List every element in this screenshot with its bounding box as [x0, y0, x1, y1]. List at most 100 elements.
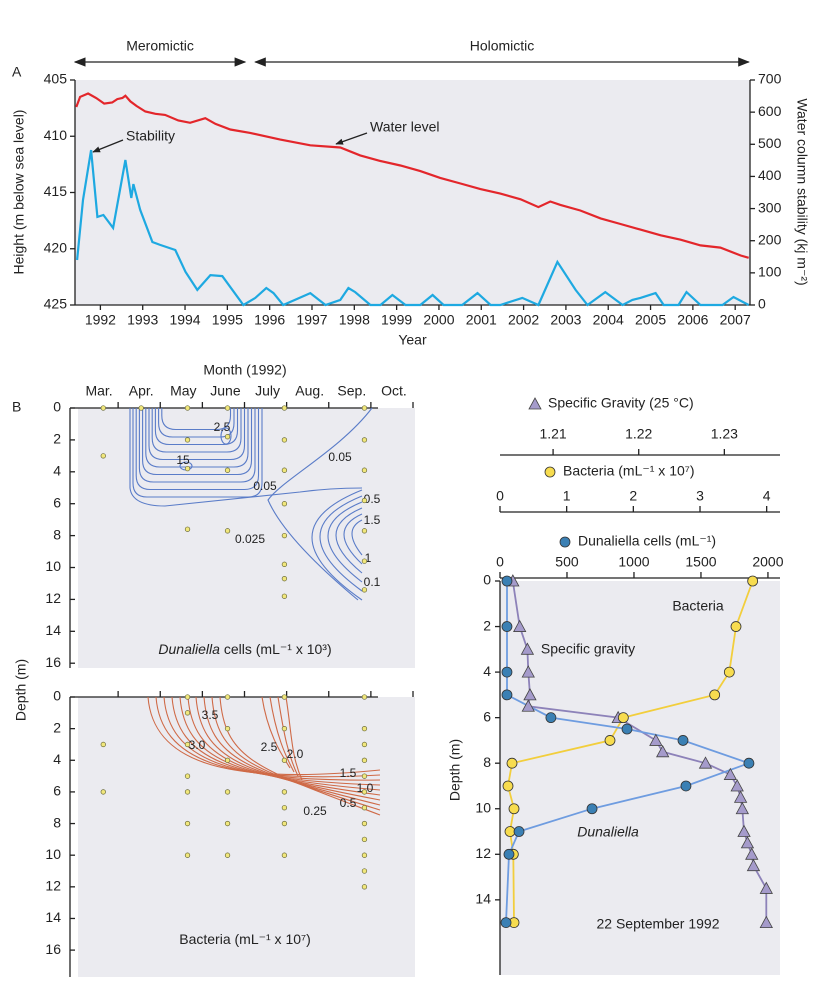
sample-point [361, 741, 368, 748]
contour-line [269, 696, 295, 773]
x-tick-label: Apr. [129, 383, 154, 399]
x-tick-label: 2007 [720, 312, 751, 328]
sample-point [281, 757, 288, 763]
contour-line [132, 408, 263, 498]
contour-line [220, 427, 232, 445]
data-point [698, 756, 713, 769]
data-point [745, 847, 759, 860]
legend-label: Dunaliella cells (mL⁻¹) [578, 533, 716, 549]
data-point [677, 735, 689, 746]
data-point [545, 712, 557, 724]
sample-point [281, 789, 288, 795]
data-point [508, 803, 520, 815]
y-tick-label: 0 [53, 399, 61, 415]
y2-tick-label: 500 [758, 135, 782, 151]
x-tick-label: 1997 [296, 312, 327, 328]
contour-line [343, 513, 363, 565]
contour-label: 0.05 [328, 450, 352, 464]
contour-label: 2.0 [287, 747, 304, 761]
data-point [743, 757, 755, 769]
sample-point [224, 405, 231, 411]
x-tick-label: 2002 [508, 312, 539, 328]
sample-point [224, 852, 231, 858]
data-point [501, 666, 513, 678]
sample-point [138, 405, 144, 411]
legend-marker [528, 397, 542, 410]
contour-line [211, 696, 381, 811]
sample-point [281, 405, 288, 411]
sample-point [100, 405, 106, 411]
data-point [501, 689, 513, 701]
contour-line [161, 408, 232, 431]
contour-line [151, 408, 242, 453]
sample-point [224, 528, 231, 534]
x-tick-label: 1.22 [625, 426, 652, 442]
contour-label: 0.5 [340, 796, 357, 810]
contour-line [319, 495, 363, 592]
sample-point [224, 725, 231, 732]
series-annotation: Water level [370, 119, 440, 135]
contour-line [219, 696, 381, 816]
contour-line [145, 408, 249, 468]
contour-line [158, 408, 235, 438]
x-tick-label: May [170, 383, 196, 399]
data-point [649, 733, 663, 746]
sample-point [184, 852, 191, 858]
title-part: Bacteria (mL⁻¹ x 10⁷) [179, 931, 311, 947]
contour-line [129, 408, 363, 507]
contour-line [154, 408, 239, 446]
x-tick-label: 2006 [677, 312, 708, 328]
contour-lines [129, 407, 373, 601]
x-tick-label: 1992 [85, 312, 116, 328]
y-tick-label: 4 [53, 751, 61, 767]
contour-line [267, 407, 373, 601]
contour-line [142, 408, 253, 476]
y-tick-label: 6 [53, 783, 61, 799]
y-tick-label: 8 [53, 526, 61, 542]
data-point [621, 723, 633, 735]
sample-point [184, 820, 191, 827]
data-point [604, 735, 616, 746]
x-tick-label: Sep. [337, 383, 366, 399]
y-tick-label: 4 [483, 663, 491, 679]
x-tick-label: 1998 [339, 312, 370, 328]
title-part: cells (mL⁻¹ x 10³) [224, 641, 332, 657]
data-point [513, 826, 525, 837]
data-point [730, 621, 742, 632]
data-point [723, 767, 738, 780]
x-tick-label: Oct. [381, 383, 407, 399]
y-tick-label: 420 [44, 239, 68, 255]
y-tick-label: 425 [44, 296, 68, 312]
sample-point [361, 805, 368, 811]
contour-label: 1.5 [364, 513, 381, 527]
data-point [521, 665, 535, 678]
x-tick-label: 1500 [685, 554, 716, 570]
phase-label: Holomictic [470, 38, 535, 54]
y-axis-label: Height (m below sea level) [11, 110, 27, 275]
contour-label: 15 [176, 453, 190, 467]
x-axis-label: Month (1992) [203, 362, 286, 378]
sample-point [184, 437, 191, 443]
data-point [513, 619, 527, 632]
contour-line [277, 696, 299, 777]
y-tick-label: 10 [475, 799, 491, 815]
sample-point [361, 757, 368, 763]
x-tick-label: Mar. [85, 383, 112, 399]
data-point [730, 779, 744, 792]
y-tick-label: 2 [53, 719, 61, 735]
y-tick-label: 12 [475, 845, 491, 861]
sample-point [281, 576, 288, 582]
contour-lines [147, 696, 381, 816]
contour-line [261, 696, 291, 769]
sample-point [361, 467, 368, 473]
x-tick-label: 0 [496, 488, 504, 504]
contour-line [148, 408, 246, 461]
x-tick-label: 1994 [169, 312, 200, 328]
y-tick-label: 12 [45, 590, 61, 606]
sample-point [361, 497, 368, 504]
contour-label: 0.5 [364, 492, 381, 506]
data-point [759, 881, 773, 894]
data-point [501, 575, 513, 587]
sample-point [281, 694, 288, 700]
